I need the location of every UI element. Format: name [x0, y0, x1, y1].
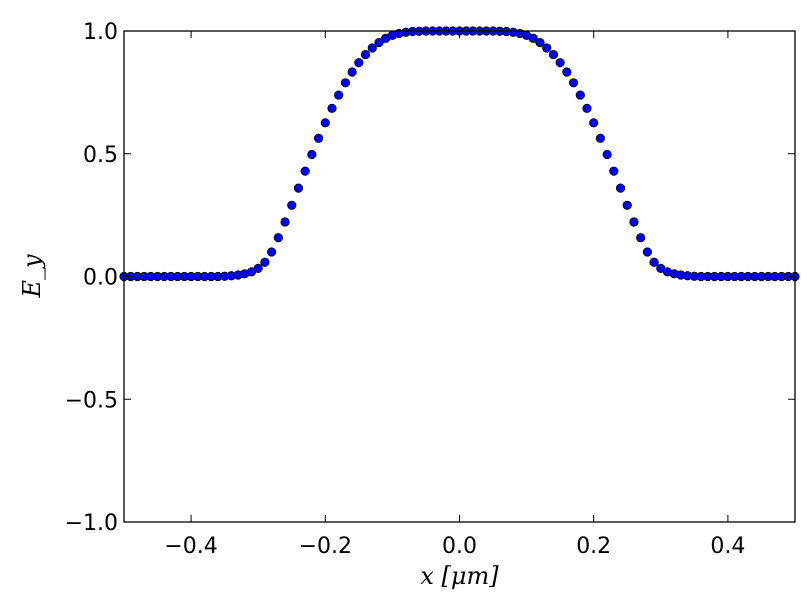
data-point: [267, 247, 277, 257]
x-tick-label: −0.2: [299, 534, 352, 559]
data-point: [300, 166, 310, 176]
data-point: [548, 49, 559, 60]
y-axis-label: E_y: [18, 254, 46, 299]
y-tick-label: −0.5: [65, 388, 118, 413]
data-point: [253, 263, 263, 273]
x-axis-ticks: −0.4 −0.2 0.0 0.2 0.4: [164, 31, 745, 559]
data-point: [595, 133, 606, 143]
data-point: [528, 33, 538, 43]
data-point: [340, 78, 351, 88]
data-point: [334, 90, 344, 100]
x-tick-label: 0.2: [576, 534, 611, 559]
data-point: [347, 67, 357, 77]
data-point: [320, 118, 330, 128]
data-point: [287, 200, 297, 210]
x-tick-label: −0.4: [164, 534, 217, 559]
data-point: [293, 183, 304, 193]
data-point: [636, 233, 646, 243]
data-point: [280, 217, 290, 227]
y-tick-label: −1.0: [65, 511, 118, 536]
data-point: [313, 133, 324, 143]
data-point: [535, 37, 545, 48]
data-point: [260, 257, 270, 267]
data-point: [562, 67, 572, 77]
data-point: [589, 118, 599, 128]
x-tick-label: 0.4: [710, 534, 745, 559]
x-tick-label: 0.0: [442, 534, 477, 559]
data-point: [615, 183, 626, 193]
data-point: [374, 37, 384, 48]
data-point: [327, 103, 337, 113]
data-point: [542, 43, 552, 53]
data-point: [602, 149, 612, 160]
y-tick-label: 0.5: [83, 143, 118, 168]
data-point: [367, 43, 377, 53]
data-point: [307, 149, 317, 160]
data-point: [568, 78, 579, 88]
data-point: [609, 166, 619, 176]
data-point: [555, 58, 565, 68]
data-point: [354, 58, 364, 68]
y-axis-ticks: −1.0 −0.5 0.0 0.5 1.0: [65, 20, 795, 536]
data-point: [273, 233, 283, 243]
y-tick-label: 1.0: [83, 20, 118, 45]
data-point: [642, 247, 652, 257]
y-tick-label: 0.0: [83, 266, 118, 291]
data-point: [582, 103, 592, 113]
data-point: [629, 217, 639, 227]
data-point: [575, 90, 585, 100]
data-point: [360, 49, 371, 60]
data-point: [622, 200, 632, 210]
x-axis-label: x [μm]: [420, 562, 499, 590]
data-point: [649, 257, 659, 267]
